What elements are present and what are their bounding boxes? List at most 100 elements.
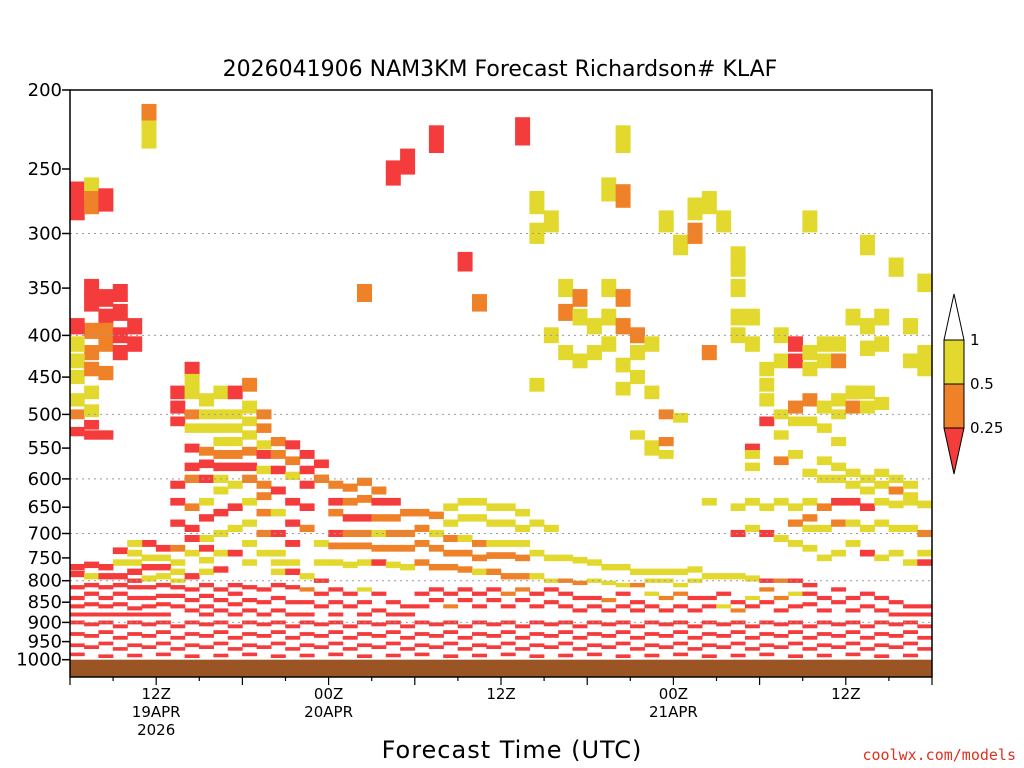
data-cell (558, 604, 574, 609)
data-cell (313, 622, 329, 627)
data-cell (773, 645, 789, 649)
data-cell (802, 468, 818, 478)
data-cell (184, 573, 200, 580)
data-cell (586, 345, 602, 361)
data-cell (270, 582, 286, 588)
data-cell (199, 474, 214, 483)
data-cell (414, 559, 430, 566)
data-cell (199, 535, 214, 542)
data-cell (500, 540, 516, 547)
data-cell (385, 630, 401, 634)
data-cell (730, 503, 746, 511)
data-cell (127, 643, 143, 648)
data-cell (802, 524, 818, 532)
data-cell (802, 361, 818, 377)
data-cell (701, 191, 717, 215)
x-tick-label: 19APR (132, 703, 181, 721)
y-tick-label: 900 (28, 612, 62, 633)
data-cell (213, 508, 229, 517)
data-cell (831, 393, 847, 407)
data-cell (299, 503, 315, 511)
x-tick-label: 12Z (831, 685, 860, 703)
data-cell (98, 612, 114, 617)
data-cell (127, 549, 143, 557)
data-cell (543, 524, 559, 532)
data-cell (658, 608, 674, 613)
data-cell (802, 514, 818, 522)
data-cell (227, 385, 243, 400)
legend-swatch-mid (943, 383, 965, 429)
data-cell (242, 400, 258, 414)
data-cell (256, 622, 272, 627)
data-cell (500, 503, 516, 511)
data-cell (845, 400, 861, 414)
y-tick-label: 200 (28, 80, 62, 101)
data-cell (658, 595, 674, 601)
data-cell (486, 552, 502, 559)
data-cell (529, 643, 545, 648)
data-cell (529, 620, 545, 625)
data-cell (242, 598, 258, 603)
data-cell (184, 423, 200, 433)
data-cell (874, 608, 890, 613)
y-tick-label: 350 (28, 278, 62, 299)
data-cell (443, 549, 459, 557)
data-cell (270, 559, 286, 566)
data-cell (845, 620, 861, 625)
data-cell (687, 635, 703, 640)
data-cell (141, 120, 157, 149)
data-cell (716, 604, 732, 609)
data-cell (730, 257, 746, 277)
data-cell (917, 604, 933, 609)
data-cell (98, 630, 114, 634)
y-tick-label: 750 (28, 548, 62, 569)
data-cell (328, 630, 344, 634)
data-cell (788, 450, 803, 459)
data-cell (701, 604, 717, 609)
data-cell (227, 524, 243, 532)
data-cell (127, 585, 143, 590)
data-cell (701, 620, 717, 625)
data-cell (601, 177, 617, 202)
data-cell (443, 604, 459, 609)
data-cell (242, 519, 258, 527)
data-cell (199, 514, 214, 522)
data-cell (184, 409, 200, 420)
data-cell (242, 585, 258, 590)
data-cell (299, 620, 315, 625)
data-cell (256, 587, 272, 592)
data-cell (888, 622, 904, 627)
data-cell (227, 480, 243, 489)
legend-label: 0.5 (970, 375, 994, 393)
data-cell (831, 634, 847, 638)
data-cell (773, 622, 789, 627)
data-cell (644, 620, 660, 625)
data-cell (543, 210, 559, 233)
data-cell (716, 573, 732, 580)
data-cell (586, 620, 602, 625)
data-cell (400, 624, 416, 629)
data-cell (701, 643, 717, 648)
data-cell (242, 559, 258, 566)
data-cell (457, 251, 473, 272)
data-cell (500, 591, 516, 596)
data-cell (285, 519, 301, 527)
data-cell (69, 612, 85, 617)
data-cell (802, 416, 818, 427)
data-cell (84, 345, 100, 361)
x-tick-label: 00Z (659, 685, 688, 703)
x-tick-label: 12Z (486, 685, 515, 703)
data-cell (242, 430, 258, 440)
data-cell (213, 587, 229, 592)
data-cell (673, 604, 689, 609)
data-cell (69, 336, 85, 352)
data-cell (227, 635, 243, 640)
data-cell (227, 503, 243, 511)
data-cell (414, 632, 430, 636)
data-cell (874, 554, 890, 562)
data-cell (472, 497, 487, 506)
data-cell (759, 377, 775, 392)
data-cell (586, 578, 602, 583)
data-cell (845, 308, 861, 326)
data-cell (285, 635, 301, 640)
